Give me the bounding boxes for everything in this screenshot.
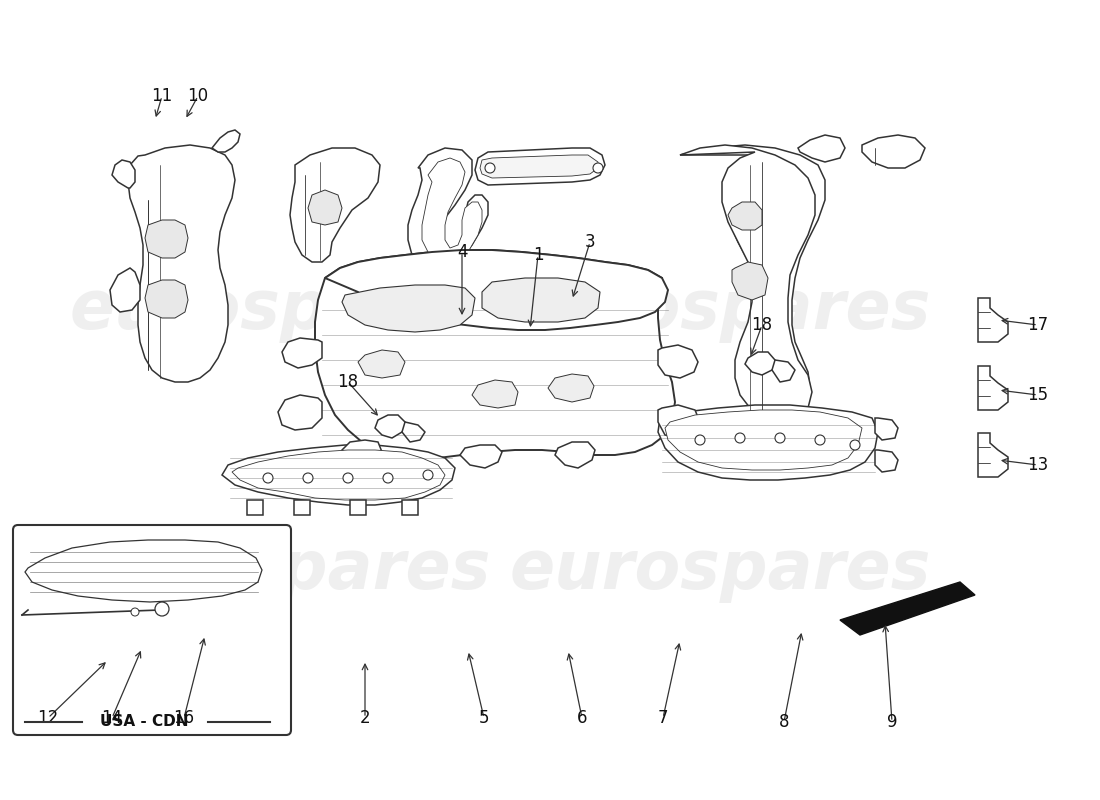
Text: 7: 7	[658, 709, 669, 727]
Polygon shape	[482, 278, 600, 322]
Polygon shape	[145, 280, 188, 318]
Text: eurospares: eurospares	[69, 277, 491, 343]
Polygon shape	[308, 190, 342, 225]
Text: 1: 1	[532, 246, 543, 264]
Polygon shape	[658, 345, 698, 378]
Polygon shape	[315, 250, 675, 458]
Circle shape	[343, 473, 353, 483]
Polygon shape	[422, 158, 482, 264]
Polygon shape	[874, 450, 898, 472]
Polygon shape	[212, 130, 240, 152]
Polygon shape	[248, 500, 263, 515]
Text: 17: 17	[1027, 316, 1048, 334]
Text: 13: 13	[1027, 456, 1048, 474]
Polygon shape	[145, 220, 188, 258]
Polygon shape	[480, 155, 598, 178]
Polygon shape	[556, 442, 595, 468]
Polygon shape	[658, 405, 700, 438]
Polygon shape	[110, 268, 140, 312]
Polygon shape	[840, 582, 975, 635]
Text: 18: 18	[751, 316, 772, 334]
Circle shape	[815, 435, 825, 445]
Polygon shape	[978, 366, 1008, 410]
Text: 12: 12	[37, 709, 58, 727]
Text: 10: 10	[187, 87, 209, 105]
Polygon shape	[350, 500, 366, 515]
Circle shape	[302, 473, 313, 483]
Polygon shape	[282, 338, 322, 368]
Polygon shape	[408, 148, 488, 270]
Text: eurospares: eurospares	[509, 537, 931, 603]
Polygon shape	[658, 405, 878, 480]
Polygon shape	[874, 418, 898, 440]
Circle shape	[263, 473, 273, 483]
Circle shape	[776, 433, 785, 443]
Polygon shape	[232, 450, 446, 500]
Polygon shape	[548, 374, 594, 402]
Polygon shape	[666, 410, 862, 470]
Polygon shape	[402, 500, 418, 515]
Polygon shape	[290, 148, 380, 262]
Circle shape	[383, 473, 393, 483]
Circle shape	[695, 435, 705, 445]
Circle shape	[850, 440, 860, 450]
Polygon shape	[112, 160, 135, 188]
Text: USA - CDN: USA - CDN	[100, 714, 188, 730]
Text: 3: 3	[585, 233, 595, 251]
Polygon shape	[978, 298, 1008, 342]
Circle shape	[424, 470, 433, 480]
Text: 11: 11	[152, 87, 173, 105]
Text: eurospares: eurospares	[69, 537, 491, 603]
Polygon shape	[222, 445, 455, 505]
Polygon shape	[798, 135, 845, 162]
Polygon shape	[680, 145, 815, 422]
FancyBboxPatch shape	[13, 525, 292, 735]
Polygon shape	[732, 262, 768, 300]
Text: 8: 8	[779, 713, 790, 731]
Polygon shape	[128, 145, 235, 382]
Polygon shape	[728, 202, 762, 230]
Circle shape	[485, 163, 495, 173]
Polygon shape	[680, 145, 825, 418]
Polygon shape	[745, 352, 776, 375]
Text: 15: 15	[1027, 386, 1048, 404]
Polygon shape	[342, 285, 475, 332]
Polygon shape	[472, 380, 518, 408]
Polygon shape	[324, 250, 668, 330]
Circle shape	[735, 433, 745, 443]
Text: 18: 18	[338, 373, 359, 391]
Text: eurospares: eurospares	[509, 277, 931, 343]
Polygon shape	[294, 500, 310, 515]
Text: 9: 9	[887, 713, 898, 731]
Text: 16: 16	[174, 709, 195, 727]
Polygon shape	[25, 540, 262, 602]
Text: 5: 5	[478, 709, 490, 727]
Circle shape	[593, 163, 603, 173]
Polygon shape	[460, 445, 502, 468]
Polygon shape	[978, 433, 1008, 477]
Polygon shape	[475, 148, 605, 185]
Polygon shape	[862, 135, 925, 168]
Polygon shape	[278, 395, 322, 430]
Polygon shape	[342, 440, 382, 465]
Text: 14: 14	[101, 709, 122, 727]
Polygon shape	[375, 415, 405, 438]
Text: 2: 2	[360, 709, 371, 727]
Polygon shape	[358, 350, 405, 378]
Circle shape	[155, 602, 169, 616]
Circle shape	[131, 608, 139, 616]
Text: 6: 6	[576, 709, 587, 727]
Text: 4: 4	[456, 243, 468, 261]
